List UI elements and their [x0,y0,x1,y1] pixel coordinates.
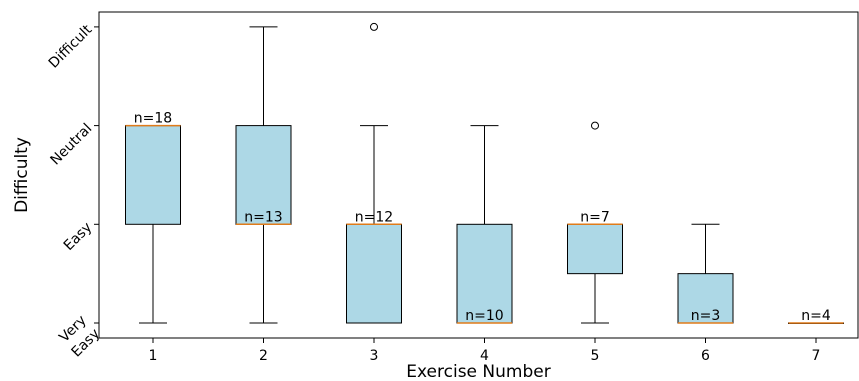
x-tick-label: 7 [812,348,821,364]
y-tick-label: VeryEasy [55,312,103,360]
n-label: n=3 [691,308,721,324]
box [125,125,181,225]
n-label: n=13 [244,209,282,225]
box [235,125,292,225]
box [346,223,402,324]
y-axis-label: Difficulty [12,137,32,213]
x-tick-label: 6 [701,348,710,364]
box [567,223,623,275]
x-tick-label: 1 [149,348,158,364]
plot-area: VeryEasy Easy Neutral Difficult 1 n=18 2 n=13 3 n… [46,11,859,364]
y-tick-label: Easy [61,219,96,254]
n-label: n=18 [134,111,172,127]
box [456,223,513,324]
x-tick-label: 5 [591,348,600,364]
n-label: n=4 [801,308,831,324]
x-tick-label: 4 [480,348,489,364]
x-tick-label: 2 [259,348,268,364]
n-label: n=10 [465,308,503,324]
outlier-point [370,22,378,31]
n-label: n=7 [580,209,610,225]
x-axis-label: Exercise Number [406,362,550,381]
y-tick-label: Difficult [46,22,96,72]
outlier-point [591,121,599,130]
axes-frame [98,11,859,339]
x-tick-label: 3 [370,348,379,364]
n-label: n=12 [355,209,393,225]
y-tick-label: Neutral [48,121,96,169]
box [677,273,734,324]
